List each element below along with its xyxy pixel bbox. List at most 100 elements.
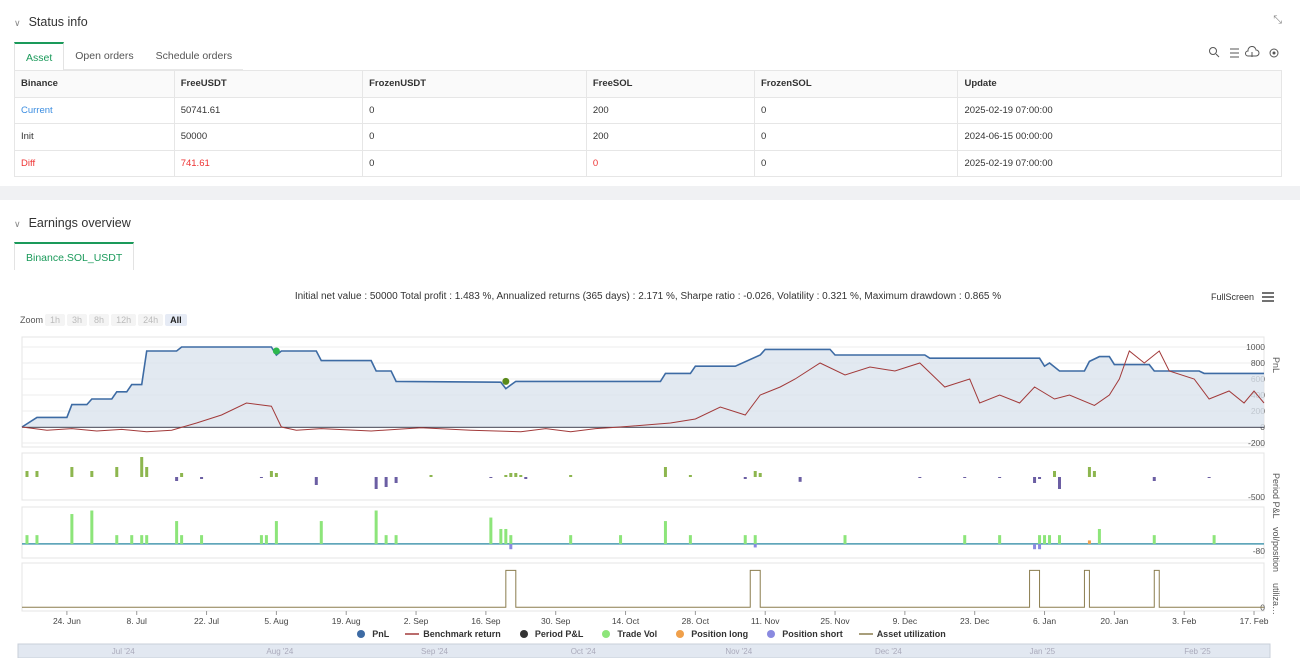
bar: [1053, 471, 1057, 477]
earnings-title[interactable]: ∨ Earnings overview: [14, 216, 131, 230]
legend-item[interactable]: Benchmark return: [405, 629, 501, 639]
table-header: FreeUSDT: [173, 70, 364, 98]
bar: [1092, 471, 1096, 477]
bar: [1043, 535, 1047, 544]
legend-item[interactable]: Period P&L: [517, 629, 584, 639]
zoom-button[interactable]: 8h: [89, 314, 110, 326]
bar: [115, 535, 119, 544]
legend-label: Trade Vol: [617, 629, 658, 639]
table-cell: 0: [362, 96, 587, 124]
status-tab[interactable]: Asset: [14, 42, 65, 70]
zoom-button[interactable]: 3h: [67, 314, 88, 326]
x-tick-label: 17. Feb: [1240, 616, 1269, 626]
pane-frame: [21, 452, 1265, 501]
x-tick-label: 5. Aug: [264, 616, 288, 626]
x-tick-label: 9. Dec: [893, 616, 918, 626]
y-tick-label: 1000: [1246, 342, 1265, 352]
zoom-button[interactable]: 12h: [111, 314, 137, 326]
table-header: Binance: [14, 70, 175, 98]
bar: [25, 535, 29, 544]
pair-tab[interactable]: Binance.SOL_USDT: [14, 242, 135, 270]
bar: [374, 477, 378, 489]
collapse-icon[interactable]: ⤡: [1273, 14, 1282, 26]
x-tick-label: 19. Aug: [332, 616, 361, 626]
navigator-label: Jul '24: [112, 647, 135, 656]
bar: [514, 473, 518, 477]
status-tabs: Asset Open orders Schedule orders: [14, 42, 244, 70]
bar: [1212, 535, 1216, 544]
status-tab[interactable]: Open orders: [64, 42, 145, 70]
table-cell: 0: [362, 149, 587, 177]
legend-item[interactable]: Asset utilization: [858, 629, 946, 639]
status-title[interactable]: ∨ Status info: [14, 15, 88, 29]
bar: [264, 535, 268, 544]
bar: [1033, 543, 1037, 550]
bar: [1057, 477, 1061, 489]
zoom-button[interactable]: 24h: [138, 314, 164, 326]
trade-point: [502, 377, 510, 385]
menu-icon[interactable]: [1262, 292, 1274, 302]
pane-label: PnL: [1271, 357, 1281, 373]
legend-item[interactable]: Position long: [673, 629, 748, 639]
legend-item[interactable]: Trade Vol: [599, 629, 657, 639]
zoom-button[interactable]: All: [165, 314, 187, 326]
bar: [798, 477, 802, 482]
bar: [1152, 535, 1156, 544]
x-tick-label: 3. Feb: [1172, 616, 1196, 626]
bar: [180, 535, 184, 544]
bar: [200, 535, 204, 544]
table-cell: 2024-06-15 00:00:00: [957, 123, 1282, 151]
bar: [145, 535, 149, 544]
pnl-area: [22, 347, 1264, 427]
x-tick-label: 25. Nov: [820, 616, 850, 626]
bar: [384, 477, 388, 487]
bar: [509, 473, 513, 477]
status-tab[interactable]: Schedule orders: [144, 42, 244, 70]
bar: [918, 477, 922, 478]
legend-label: Position short: [782, 629, 843, 639]
bar: [394, 535, 398, 544]
bar: [663, 521, 667, 544]
y-tick-label: -200: [1248, 438, 1265, 448]
bar: [663, 467, 667, 477]
summary: Initial net value : 50000 Total profit :…: [294, 291, 1002, 302]
table-row: Diff 741.61 0 0 0 2025-02-19 07:00:00: [14, 149, 1282, 177]
table-cell: 741.61: [173, 149, 364, 177]
x-tick-label: 30. Sep: [541, 616, 571, 626]
table-cell: 0: [753, 96, 959, 124]
legend-item[interactable]: Position short: [764, 629, 843, 639]
bar: [1207, 477, 1211, 478]
trade-point: [272, 347, 280, 355]
table-cell: 0: [753, 149, 959, 177]
toolbar-icons[interactable]: [1208, 46, 1282, 60]
x-tick-label: 23. Dec: [960, 616, 990, 626]
zoom-button[interactable]: 1h: [45, 314, 66, 326]
table-cell: 50741.61: [173, 96, 364, 124]
legend-dot: [357, 630, 366, 638]
x-tick-label: 2. Sep: [404, 616, 429, 626]
bar: [259, 535, 263, 544]
bar: [1087, 467, 1091, 477]
bar: [998, 535, 1002, 544]
bar: [569, 535, 573, 544]
bar: [509, 535, 513, 544]
y-tick-label: -500: [1248, 492, 1265, 502]
bar: [274, 521, 278, 544]
legend-symbol: [602, 630, 611, 638]
bar: [90, 471, 94, 477]
earnings-panel: ∨ Earnings overview Binance.SOL_USDT Init…: [0, 200, 1300, 658]
legend-label: Period P&L: [534, 629, 584, 639]
table-row: Init 50000 0 200 0 2024-06-15 00:00:00: [14, 123, 1282, 151]
fullscreen-button[interactable]: FullScreen: [1211, 292, 1255, 302]
bar: [70, 467, 74, 477]
table-cell: 2025-02-19 07:00:00: [957, 96, 1282, 124]
navigator-label: Aug '24: [266, 647, 293, 656]
bar: [175, 521, 179, 544]
bar: [569, 475, 573, 477]
legend-item[interactable]: PnL: [354, 629, 389, 639]
navigator[interactable]: [17, 643, 1271, 658]
bar: [200, 477, 204, 479]
bar: [489, 517, 493, 544]
bar: [319, 521, 323, 544]
